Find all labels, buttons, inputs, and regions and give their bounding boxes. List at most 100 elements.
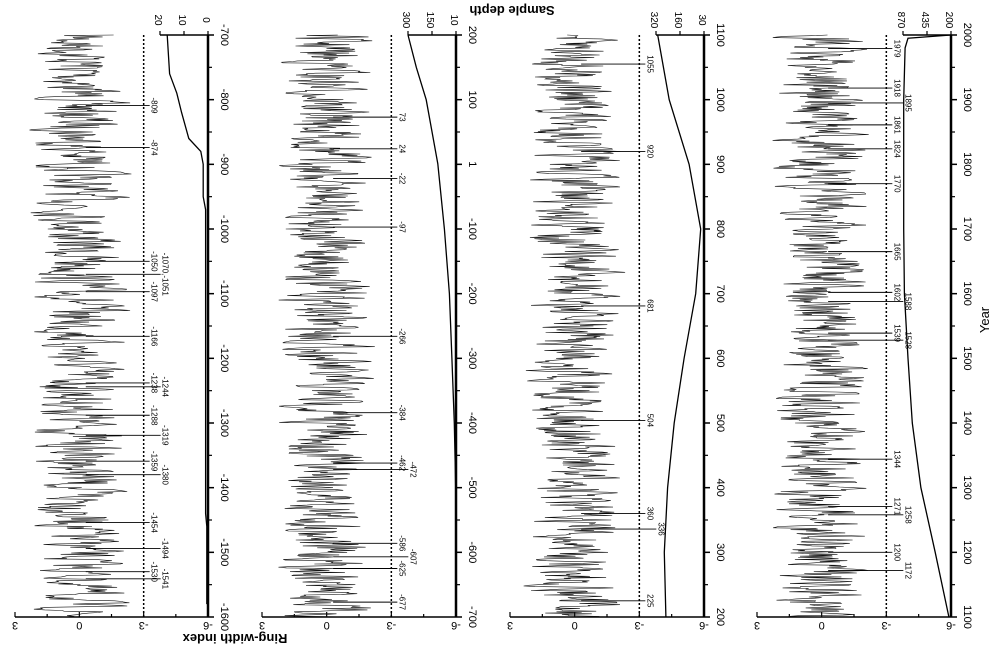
event-label: -1166 bbox=[150, 326, 159, 346]
sample-depth-curve bbox=[903, 34, 952, 618]
ring-width-series bbox=[772, 34, 869, 618]
year-tick-label: -1500 bbox=[218, 538, 230, 566]
year-tick-label: 200 bbox=[714, 608, 726, 626]
event-label: 225 bbox=[645, 594, 654, 608]
event-label: 681 bbox=[645, 299, 654, 313]
index-tick-label: -3 bbox=[386, 619, 396, 631]
event-label: 1895 bbox=[903, 94, 912, 112]
event-label: -1319 bbox=[161, 425, 170, 446]
event-label: 1271 bbox=[892, 498, 901, 516]
event-label: 73 bbox=[397, 113, 406, 122]
depth-tick-label: 10 bbox=[176, 14, 187, 26]
event-label: -384 bbox=[397, 405, 406, 422]
event-label: 1172 bbox=[903, 562, 912, 580]
year-tick-label: 2000 bbox=[961, 23, 973, 47]
event-label: -677 bbox=[397, 594, 406, 611]
year-tick-label: 1 bbox=[466, 161, 478, 167]
index-tick-label: -3 bbox=[881, 619, 891, 631]
event-label: -1541 bbox=[161, 569, 170, 590]
year-tick-label: -100 bbox=[466, 218, 478, 240]
year-tick-label: 1500 bbox=[961, 346, 973, 370]
year-tick-label: 800 bbox=[714, 220, 726, 238]
depth-tick-label: 20 bbox=[152, 14, 163, 26]
event-label: -1359 bbox=[150, 451, 159, 472]
event-label: -1238 bbox=[150, 373, 159, 394]
year-tick-label: 1100 bbox=[961, 605, 973, 629]
year-tick-label: -1400 bbox=[218, 474, 230, 502]
event-label: 504 bbox=[645, 414, 654, 428]
ring-width-series bbox=[278, 34, 375, 618]
year-tick-label: -200 bbox=[466, 283, 478, 305]
depth-tick-label: 30 bbox=[696, 14, 707, 26]
event-label: -607 bbox=[408, 549, 417, 566]
year-axis-title: Year bbox=[977, 306, 992, 333]
index-tick-label: 0 bbox=[76, 619, 82, 631]
event-label: 1770 bbox=[892, 175, 901, 193]
panels: -700-800-900-1000-1100-1200-1300-1400-15… bbox=[12, 12, 973, 631]
index-tick-label: 3 bbox=[12, 619, 18, 631]
event-label: -472 bbox=[408, 462, 417, 479]
event-label: 1258 bbox=[903, 506, 912, 524]
event-label: -586 bbox=[397, 535, 406, 552]
year-tick-label: 500 bbox=[714, 414, 726, 432]
index-tick-label: 3 bbox=[259, 619, 265, 631]
year-tick-label: 1200 bbox=[961, 540, 973, 564]
event-label: -1244 bbox=[161, 377, 170, 398]
year-tick-label: -400 bbox=[466, 412, 478, 434]
index-tick-label: 0 bbox=[572, 619, 578, 631]
depth-tick-label: 0 bbox=[200, 17, 211, 23]
event-label: -1454 bbox=[150, 512, 159, 533]
year-tick-label: -1100 bbox=[218, 280, 230, 307]
event-label: -1097 bbox=[150, 281, 159, 302]
event-label: -625 bbox=[397, 560, 406, 577]
depth-tick-label: 300 bbox=[400, 12, 411, 29]
depth-tick-label: 200 bbox=[943, 12, 954, 29]
year-tick-label: 700 bbox=[714, 284, 726, 302]
sample-depth-axis-title: Sample depth bbox=[469, 3, 554, 18]
index-tick-label: 3 bbox=[754, 619, 760, 631]
ring-width-series bbox=[523, 34, 626, 618]
event-label: 1861 bbox=[892, 116, 901, 134]
event-label: -1050 bbox=[150, 251, 159, 272]
event-label: 920 bbox=[645, 145, 654, 159]
event-label: 24 bbox=[397, 144, 406, 153]
depth-tick-label: 160 bbox=[672, 12, 683, 29]
event-label: -462 bbox=[397, 455, 406, 472]
event-label: -22 bbox=[397, 173, 406, 185]
year-tick-label: 1800 bbox=[961, 152, 973, 176]
sample-depth-curve bbox=[657, 34, 702, 618]
depth-tick-label: 435 bbox=[919, 12, 930, 29]
event-label: -1380 bbox=[161, 464, 170, 485]
sample-depth-curve bbox=[166, 34, 208, 605]
event-label: 1344 bbox=[892, 450, 901, 468]
index-tick-label: -6 bbox=[451, 619, 461, 631]
event-label: 1918 bbox=[892, 79, 901, 97]
year-tick-label: 1400 bbox=[961, 411, 973, 435]
year-tick-label: -900 bbox=[218, 153, 230, 175]
year-tick-label: -1200 bbox=[218, 344, 230, 372]
year-tick-label: 400 bbox=[714, 478, 726, 496]
index-tick-label: -3 bbox=[139, 619, 149, 631]
year-tick-label: -800 bbox=[218, 89, 230, 111]
year-tick-label: 1600 bbox=[961, 281, 973, 305]
year-tick-label: -500 bbox=[466, 477, 478, 499]
event-label: 1824 bbox=[892, 140, 901, 158]
year-tick-label: -600 bbox=[466, 541, 478, 563]
index-tick-label: -6 bbox=[699, 619, 709, 631]
ring-width-series bbox=[29, 34, 132, 618]
event-label: 360 bbox=[645, 507, 654, 521]
index-tick-label: 0 bbox=[324, 619, 330, 631]
event-label: 1602 bbox=[892, 283, 901, 301]
ring-width-axis-title: Ring-width index bbox=[182, 631, 287, 645]
event-label: -1288 bbox=[150, 405, 159, 426]
event-label: 1055 bbox=[645, 55, 654, 73]
index-tick-label: -6 bbox=[946, 619, 956, 631]
year-tick-label: 1300 bbox=[961, 475, 973, 499]
index-tick-label: -3 bbox=[634, 619, 644, 631]
event-label: 1665 bbox=[892, 243, 901, 261]
depth-tick-label: 870 bbox=[895, 12, 906, 29]
event-label: 336 bbox=[656, 522, 665, 536]
year-tick-label: 300 bbox=[714, 543, 726, 561]
